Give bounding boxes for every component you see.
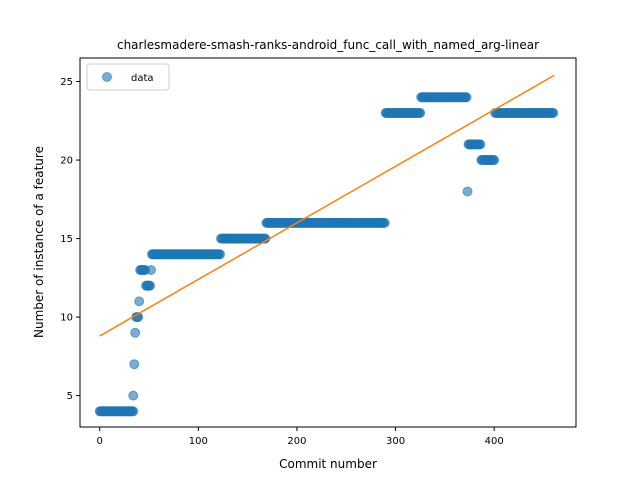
y-tick-label: 25 — [60, 77, 73, 88]
data-point — [134, 296, 145, 307]
data-point — [475, 139, 486, 150]
y-tick-label: 15 — [60, 234, 73, 245]
x-axis: 0 100 200 300 400 — [97, 427, 504, 447]
data-point — [489, 155, 500, 166]
y-tick-label: 10 — [60, 313, 73, 324]
x-tick-label: 0 — [97, 436, 103, 447]
y-tick-label: 5 — [67, 391, 73, 402]
x-tick-label: 300 — [386, 436, 405, 447]
fit-line — [99, 74, 555, 337]
data-point — [415, 107, 426, 118]
data-point — [379, 217, 390, 228]
data-point — [128, 390, 139, 401]
legend-box — [86, 63, 170, 91]
data-point — [461, 92, 472, 103]
data-point — [215, 249, 226, 260]
plot-frame — [79, 57, 577, 428]
x-axis-label: Commit number — [279, 457, 377, 471]
legend-marker-data — [102, 72, 112, 82]
data-point — [462, 186, 473, 197]
x-tick-label: 400 — [485, 436, 504, 447]
plot-area — [94, 74, 559, 417]
data-point — [548, 107, 559, 118]
x-tick-label: 200 — [287, 436, 306, 447]
data-point — [129, 359, 140, 370]
y-axis: 5 10 15 20 25 — [60, 77, 80, 402]
chart-title: charlesmadere-smash-ranks-android_func_c… — [117, 38, 539, 52]
legend-label-data: data — [131, 73, 154, 84]
data-point — [130, 327, 141, 338]
legend: data — [86, 63, 170, 91]
y-tick-label: 20 — [60, 156, 73, 167]
data-point — [128, 406, 139, 417]
data-point — [145, 280, 156, 291]
x-tick-label: 100 — [189, 436, 208, 447]
data-point — [146, 264, 156, 275]
y-axis-label: Number of instance of a feature — [32, 146, 46, 338]
